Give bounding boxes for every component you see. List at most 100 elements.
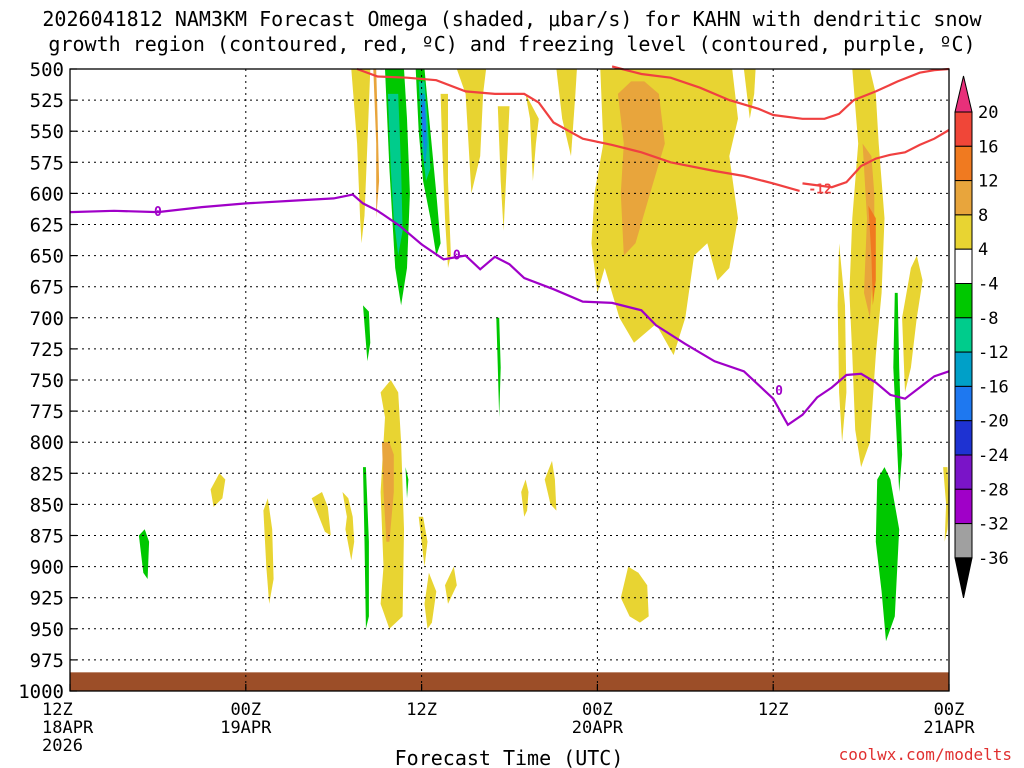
x-tick-label: 21APR	[923, 718, 975, 738]
x-tick-label: 2026	[42, 736, 83, 756]
omega-region-22	[943, 467, 949, 542]
y-tick-label: 500	[30, 59, 64, 81]
colorbar-label: -28	[978, 480, 1009, 500]
omega-region-27	[868, 205, 876, 306]
colorbar-label: -36	[978, 549, 1009, 569]
colorbar-segment	[954, 420, 973, 456]
omega-region-17	[445, 566, 457, 604]
contour-label: 0	[775, 384, 783, 399]
colorbar-label: 12	[978, 172, 998, 192]
omega-region-12	[342, 492, 355, 561]
colorbar-segment	[954, 454, 973, 490]
colorbar-segment	[954, 214, 973, 250]
y-tick-label: 950	[30, 619, 64, 641]
omega-region-20	[544, 460, 557, 511]
colorbar-label: -20	[978, 412, 1009, 432]
colorbar-segment	[954, 283, 973, 319]
chart-title-line2: growth region (contoured, red, ºC) and f…	[48, 32, 975, 56]
omega-region-2	[497, 106, 510, 231]
omega-region-30	[363, 305, 371, 362]
omega-region-0	[351, 69, 371, 244]
omega-region-35	[875, 467, 900, 642]
omega-region-14	[263, 498, 274, 604]
colorbar-segment	[954, 488, 973, 525]
omega-region-40	[421, 100, 426, 150]
omega-shading	[138, 69, 949, 642]
contour-line-3	[802, 129, 950, 189]
omega-region-34	[138, 529, 150, 579]
x-tick-label: 12Z	[42, 700, 73, 720]
colorbar-arrow-top	[954, 75, 973, 113]
omega-region-19	[521, 479, 529, 517]
ground-area	[70, 672, 949, 691]
colorbar-segment	[954, 317, 973, 353]
colorbar-label: 20	[978, 103, 998, 123]
omega-region-25	[862, 143, 875, 318]
contour-line-1	[356, 67, 800, 192]
omega-region-18	[418, 516, 428, 567]
omega-region-23	[373, 69, 380, 219]
source-credit[interactable]: coolwx.com/modelts	[839, 745, 1012, 764]
colorbar-label: -32	[978, 515, 1009, 535]
y-tick-label: 900	[30, 557, 64, 579]
contour-label: 0	[453, 249, 461, 264]
omega-region-21	[620, 566, 649, 623]
colorbar-label: -24	[978, 446, 1009, 466]
colorbar-segment	[954, 523, 973, 559]
x-tick-label: 12Z	[758, 700, 789, 720]
colorbar-segment	[954, 180, 973, 216]
omega-region-3	[525, 93, 539, 181]
contour-label: 0	[154, 205, 162, 220]
x-tick-label: 12Z	[406, 700, 437, 720]
colorbar-segment	[954, 111, 973, 147]
omega-region-13	[311, 492, 331, 536]
x-tick-label: 00Z	[230, 700, 261, 720]
omega-region-32	[405, 467, 409, 499]
omega-region-15	[210, 473, 226, 507]
omega-region-11	[440, 93, 451, 269]
colorbar-segment	[954, 385, 973, 422]
y-tick-label: 800	[30, 432, 64, 454]
y-tick-label: 575	[30, 152, 64, 174]
omega-region-6	[743, 69, 756, 119]
omega-region-36	[893, 292, 903, 492]
y-tick-label: 600	[30, 183, 64, 205]
y-tick-label: 625	[30, 215, 64, 237]
y-tick-label: 1000	[18, 681, 64, 703]
x-axis-title: Forecast Time (UTC)	[395, 746, 624, 768]
y-tick-label: 775	[30, 401, 64, 423]
colorbar-label: -4	[978, 275, 998, 295]
y-tick-label: 700	[30, 308, 64, 330]
omega-region-24	[617, 81, 665, 256]
y-tick-label: 875	[30, 526, 64, 548]
colorbar-label: -12	[978, 343, 1009, 363]
y-tick-label: 725	[30, 339, 64, 361]
y-tick-label: 550	[30, 121, 64, 143]
y-tick-label: 975	[30, 650, 64, 672]
omega-region-4	[556, 69, 577, 157]
y-axis: 500 525 550 575 600 625 650 675 700 725 750 775 800 8…	[18, 59, 77, 703]
omega-region-37	[387, 93, 403, 256]
x-tick-label: 00Z	[582, 700, 613, 720]
colorbar-label: 16	[978, 137, 998, 157]
chart-title-line1: 2026041812 NAM3KM Forecast Omega (shaded…	[42, 7, 982, 31]
omega-region-33	[496, 317, 501, 418]
colorbar: 20 16 12 8 4 -4 -8 -12 -16 -20 -24 -28 -32 -36	[954, 75, 1009, 599]
y-tick-label: 525	[30, 90, 64, 112]
omega-region-16	[424, 572, 437, 629]
y-tick-label: 850	[30, 494, 64, 516]
contour-line-0	[69, 193, 950, 427]
y-tick-label: 650	[30, 246, 64, 268]
y-tick-label: 750	[30, 370, 64, 392]
colorbar-arrow-bottom	[954, 557, 973, 599]
colorbar-label: -16	[978, 377, 1009, 397]
x-tick-label: 18APR	[42, 718, 94, 738]
colorbar-segment	[954, 248, 973, 284]
colorbar-segment	[954, 351, 973, 387]
omega-region-5	[591, 69, 738, 356]
colorbar-label: -8	[978, 309, 998, 329]
contour-lines: 000-12	[69, 65, 950, 427]
omega-region-8	[837, 243, 847, 443]
